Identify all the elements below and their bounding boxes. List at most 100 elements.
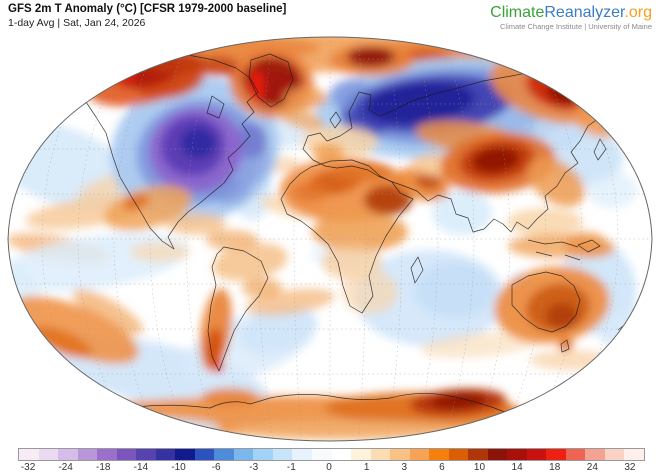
anomaly-blob [312,212,408,252]
anomaly-blob [250,70,264,102]
coast-britain [329,111,342,129]
colorbar-segment [409,449,430,460]
anomaly-blob [166,213,226,235]
colorbar-segments [18,448,645,461]
colorbar-segment [272,449,293,460]
colorbar-segment [292,449,312,460]
colorbar-segment [370,449,391,460]
logo-tagline: Climate Change Institute | University of… [499,22,652,31]
colorbar-tick-label: 24 [586,462,598,473]
anomaly-blob [527,157,585,207]
colorbar-segment [116,449,137,460]
anomaly-blob [11,296,139,364]
coast-africa [280,159,414,314]
anomaly-blob [130,242,190,262]
colorbar-segment [487,449,508,460]
anomaly-blob [276,105,324,131]
anomaly-blob [292,182,328,202]
colorbar-segment [429,449,449,460]
coastlines [71,53,633,416]
coast-indonesia [527,239,581,261]
colorbar-segment [390,449,410,460]
colorbar-tick-label: -6 [211,462,221,473]
logo-link[interactable]: ClimateReanalyzer.org Climate Change Ins… [490,4,652,31]
colorbar-segment [155,449,176,460]
anomaly-blob [559,339,573,351]
colorbar-tick-label: 1 [363,462,370,473]
anomaly-blob [32,326,92,358]
anomaly-field [8,37,652,440]
logo-org: .org [624,4,652,21]
colorbar-segment [19,449,39,460]
anomaly-blob [342,270,398,314]
logo-climate: Climate [490,4,545,21]
colorbar-tick-label: 3 [401,462,407,473]
coast-tasmania [560,339,570,353]
anomaly-blob [283,87,327,109]
colorbar-segment [585,449,605,460]
anomaly-blob [432,191,492,235]
anomaly-blob [420,331,540,359]
anomaly-blob [415,262,495,318]
colorbar: -32 -24 -18 -14 -10 -6 -3 -1 0 1 3 6 10 14 18 24 32 [18,448,645,475]
anomaly-blob [72,289,144,335]
logo-wordmark: ClimateReanalyzer.org [490,4,652,21]
anomaly-blob [122,194,150,210]
anomaly-blob [206,230,258,250]
anomaly-blob [565,232,605,248]
colorbar-segment [351,449,371,460]
coast-australia [511,271,581,333]
colorbar-segment [58,449,78,460]
anomaly-blob [30,37,630,72]
colorbar-segment [97,449,117,460]
anomaly-blob [108,65,136,83]
colorbar-segment [526,449,547,460]
colorbar-segment [136,449,156,460]
colorbar-segment [624,449,644,460]
anomaly-blob [347,47,395,67]
anomaly-blob [575,93,635,137]
anomaly-blob [312,143,344,161]
coast-antarctica [94,393,506,416]
colorbar-segment [468,449,488,460]
anomaly-blob [202,388,258,406]
map-header: GFS 2m T Anomaly (°C) [CFSR 1979-2000 ba… [8,3,286,29]
page-subtitle: 1-day Avg | Sat, Jan 24, 2026 [8,17,146,29]
anomaly-blob [507,208,583,236]
coast-greenland [248,53,294,108]
colorbar-tick-label: 10 [473,462,486,473]
anomaly-blob [238,306,318,354]
colorbar-tick-label: 32 [624,462,636,473]
page-title: GFS 2m T Anomaly (°C) [CFSR 1979-2000 ba… [8,3,287,15]
coast-new-guinea [577,239,601,253]
colorbar-tick-label: -14 [133,462,149,473]
anomaly-blob [530,350,610,370]
coast-madagascar [410,256,424,284]
anomaly-blob [472,146,520,174]
colorbar-tick-label: 18 [549,462,561,473]
colorbar-segment [604,449,625,460]
coast-japan [593,138,607,161]
coast-eurasia [302,70,602,233]
colorbar-tick-labels: -32 -24 -18 -14 -10 -6 -3 -1 0 1 3 6 10 14 18 24 32 [18,462,645,475]
colorbar-tick-label: -3 [249,462,259,473]
colorbar-segment [507,449,527,460]
colorbar-segment [77,449,98,460]
projection-outline [7,36,653,442]
coast-hudson-bay [206,95,225,119]
coast-north-america [71,54,259,250]
anomaly-blob [237,122,267,158]
anomaly-blob [431,392,487,410]
anomaly-blob [587,172,637,208]
colorbar-tick-label: -10 [171,462,186,473]
anomaly-blob [546,303,578,329]
colorbar-segment [311,449,332,460]
colorbar-segment [194,449,215,460]
colorbar-segment [546,449,566,460]
anomaly-blob [615,70,652,120]
colorbar-segment [331,449,352,460]
colorbar-tick-label: 0 [326,462,332,473]
colorbar-tick-label: -24 [58,462,73,473]
anomaly-blob [230,420,470,440]
